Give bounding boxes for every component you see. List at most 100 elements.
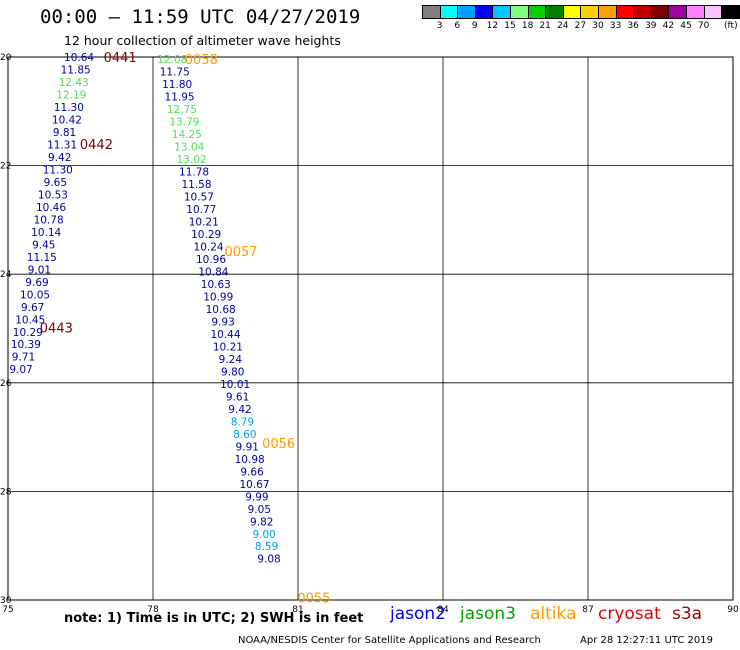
- scale-label: 36: [627, 21, 639, 31]
- pass-number-label: 0441: [104, 51, 137, 66]
- swh-value-label: 9.80: [221, 366, 244, 378]
- scale-label: 45: [680, 21, 692, 31]
- swh-value-label: 14.25: [172, 129, 202, 141]
- swh-value-label: 9.99: [245, 491, 268, 503]
- pass-number-label: 0057: [224, 245, 257, 260]
- x-tick-label: 75: [2, 605, 13, 615]
- swh-value-label: 11.75: [160, 67, 190, 79]
- swh-value-label: 9.81: [53, 127, 76, 139]
- scale-label: 21: [539, 21, 551, 31]
- pass-number-label: 0442: [80, 138, 113, 153]
- swh-value-label: 10.53: [38, 189, 68, 201]
- x-tick-label: 78: [147, 605, 159, 615]
- swh-value-label: 8.79: [231, 416, 254, 428]
- chart-title: 00:00 – 11:59 UTC 04/27/2019: [40, 6, 361, 28]
- scale-label: 24: [557, 21, 569, 31]
- swh-value-label: 8.60: [233, 429, 256, 441]
- scale-label: 3: [436, 21, 443, 31]
- swh-value-label: 10.21: [213, 341, 243, 353]
- legend-item-jason2: jason2: [390, 604, 446, 624]
- swh-value-label: 9.69: [25, 277, 48, 289]
- y-tick-label: 20: [0, 53, 12, 63]
- legend-item-altika: altika: [530, 604, 577, 624]
- x-tick-label: 81: [292, 605, 303, 615]
- swh-value-label: 10.57: [184, 192, 214, 204]
- x-tick-label: 84: [437, 605, 449, 615]
- chart-subtitle: 12 hour collection of altimeter wave hei…: [64, 33, 341, 48]
- swh-value-label: 9.82: [250, 516, 273, 528]
- swh-value-label: 9.42: [48, 152, 71, 164]
- swh-value-label: 9.42: [228, 404, 251, 416]
- swh-value-label: 10.98: [235, 454, 265, 466]
- y-tick-label: 28: [0, 487, 12, 497]
- swh-value-label: 11.15: [27, 252, 57, 264]
- swh-value-label: 9.00: [252, 529, 275, 541]
- scale-label: 6: [454, 21, 461, 31]
- legend-item-cryosat: cryosat: [598, 604, 661, 624]
- swh-value-label: 11.58: [181, 179, 211, 191]
- swh-value-label: 11.85: [61, 64, 91, 76]
- swh-value-label: 9.08: [257, 554, 280, 566]
- legend-item-jason3: jason3: [460, 604, 516, 624]
- swh-value-label: 11.31: [47, 139, 77, 151]
- swh-value-label: 10.21: [189, 217, 219, 229]
- y-tick-label: 22: [0, 162, 11, 172]
- swh-value-label: 11.80: [162, 79, 192, 91]
- swh-value-label: 9.66: [240, 466, 264, 478]
- swh-value-label: 9.61: [226, 391, 249, 403]
- swh-value-label: 10.01: [220, 379, 250, 391]
- swh-value-label: 10.99: [203, 291, 233, 303]
- swh-value-label: 9.93: [211, 316, 234, 328]
- swh-value-label: 10.77: [186, 204, 216, 216]
- swh-value-label: 12.08: [157, 54, 187, 66]
- credit-line: NOAA/NESDIS Center for Satellite Applica…: [238, 635, 541, 646]
- scale-label: 39: [645, 21, 657, 31]
- scale-label: 15: [504, 21, 516, 31]
- pass-number-label: 0058: [185, 53, 218, 68]
- scale-label: 9: [471, 21, 478, 31]
- scale-unit-label: (ft): [724, 21, 738, 31]
- swh-value-label: 10.67: [239, 479, 269, 491]
- swh-value-label: 11.30: [54, 102, 84, 114]
- scale-swatch: [721, 5, 740, 19]
- footnote: note: 1) Time is in UTC; 2) SWH is in fe…: [64, 611, 364, 626]
- swh-value-label: 10.42: [52, 114, 82, 126]
- legend-item-s3a: s3a: [672, 604, 703, 624]
- swh-value-label: 10.63: [201, 279, 231, 291]
- swh-value-label: 11.95: [165, 92, 195, 104]
- swh-value-label: 11.78: [179, 167, 209, 179]
- swh-value-label: 10.46: [36, 202, 66, 214]
- swh-value-label: 9.45: [32, 239, 55, 251]
- swh-value-label: 9.24: [219, 354, 243, 366]
- swh-value-label: 10.68: [206, 304, 236, 316]
- pass-number-label: 0443: [40, 321, 73, 336]
- swh-value-label: 13.02: [177, 154, 207, 166]
- swh-value-label: 10.64: [64, 52, 94, 64]
- swh-value-label: 10.45: [15, 314, 45, 326]
- swh-value-label: 8.59: [255, 541, 278, 553]
- swh-value-label: 9.65: [44, 177, 67, 189]
- swh-value-label: 10.05: [20, 289, 50, 301]
- x-tick-label: 90: [727, 605, 739, 615]
- swh-value-label: 10.44: [210, 329, 240, 341]
- swh-value-label: 10.96: [196, 254, 226, 266]
- generated-timestamp: Apr 28 12:27:11 UTC 2019: [580, 635, 713, 646]
- swh-value-label: 9.07: [9, 364, 32, 376]
- scale-label: 12: [486, 21, 499, 31]
- swh-value-label: 13.79: [169, 117, 199, 129]
- y-tick-label: 26: [0, 379, 12, 389]
- scale-label: 33: [609, 21, 622, 31]
- swh-value-label: 12.19: [56, 89, 86, 101]
- swh-value-label: 10.29: [191, 229, 221, 241]
- scale-label: 18: [521, 21, 534, 31]
- swh-value-label: 10.39: [11, 339, 41, 351]
- swh-value-label: 11.30: [43, 164, 73, 176]
- swh-value-label: 9.01: [28, 264, 51, 276]
- pass-number-label: 0056: [262, 437, 295, 452]
- scale-label: 70: [697, 21, 710, 31]
- y-tick-label: 24: [0, 270, 12, 280]
- swh-value-label: 12.43: [59, 77, 89, 89]
- plot-frame: [7, 56, 734, 601]
- x-tick-label: 87: [582, 605, 593, 615]
